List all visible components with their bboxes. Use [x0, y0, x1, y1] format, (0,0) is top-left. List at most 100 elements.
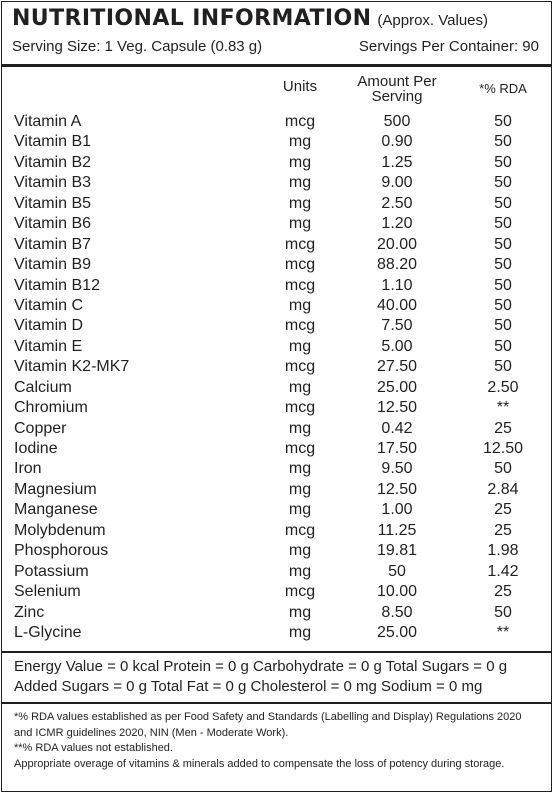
- nutrient-amount: 1.25: [381, 153, 413, 171]
- nutrient-rda: 50: [494, 194, 512, 212]
- nutrient-unit: mg: [288, 296, 312, 314]
- nutrient-rda: 50: [494, 337, 512, 355]
- nutrient-amount: 12.50: [376, 399, 418, 417]
- nutrient-name: Selenium: [14, 583, 81, 601]
- nutrient-amount: 88.20: [376, 256, 418, 274]
- nutrient-amount: 1.20: [381, 215, 413, 233]
- panel-title: NUTRITIONAL INFORMATION: [12, 6, 372, 31]
- nutrient-unit: mg: [288, 460, 312, 478]
- nutrient-rda: 2.50: [487, 378, 519, 396]
- nutrient-name: L-Glycine: [14, 623, 82, 641]
- nutrient-name: Magnesium: [14, 480, 97, 498]
- nutrient-name: Vitamin D: [14, 317, 84, 335]
- nutrient-name: Vitamin B2: [14, 153, 92, 171]
- nutrient-unit: mg: [288, 419, 312, 437]
- nutrient-unit: mcg: [284, 358, 316, 376]
- table-row: Vitamin B2 mg 1.25 50: [2, 153, 551, 173]
- nutrient-amount: 9.00: [381, 174, 413, 192]
- column-header-rda: *% RDA: [479, 81, 527, 96]
- nutrient-amount: 40.00: [376, 296, 418, 314]
- nutrient-unit: mcg: [284, 317, 316, 335]
- table-row: Vitamin B7 mcg 20.00 50: [2, 235, 551, 255]
- nutrient-amount: 0.90: [381, 133, 413, 151]
- nutrient-unit: mg: [288, 337, 312, 355]
- table-row: Vitamin K2-MK7 mcg 27.50 50: [2, 357, 551, 377]
- nutrient-rda: 1.42: [487, 562, 519, 580]
- nutrient-name: Iron: [14, 460, 42, 478]
- nutrient-name: Chromium: [14, 399, 88, 417]
- nutrient-name: Iodine: [14, 440, 58, 457]
- table-row: Vitamin A mcg 500 50: [2, 112, 551, 132]
- table-row: Vitamin C mg 40.00 50: [2, 296, 551, 316]
- overage-note: Appropriate overage of vitamins & minera…: [14, 757, 505, 770]
- serving-info: Serving Size: 1 Veg. Capsule (0.83 g) Se…: [12, 38, 539, 55]
- nutrient-amount: 5.00: [381, 337, 413, 355]
- nutrient-amount: 1.00: [381, 501, 413, 519]
- rda-not-established-note: **% RDA values not established.: [14, 742, 173, 754]
- nutrient-amount: 500: [383, 113, 411, 130]
- table-row: Calcium mg 25.00 2.50: [2, 378, 551, 398]
- nutrient-name: Vitamin B3: [14, 174, 92, 192]
- table-row: Manganese mg 1.00 25: [2, 500, 551, 520]
- nutrient-unit: mcg: [284, 399, 316, 417]
- nutrient-unit: mg: [288, 562, 312, 580]
- nutrient-name: Vitamin B12: [14, 276, 100, 294]
- nutrient-amount: 7.50: [381, 317, 413, 335]
- energy-divider: [2, 702, 551, 704]
- nutrient-name: Vitamin K2-MK7: [14, 358, 130, 376]
- nutrient-rda: 50: [494, 133, 512, 151]
- nutrient-rda: 50: [494, 358, 512, 376]
- header-divider: [2, 64, 551, 67]
- nutrient-unit: mg: [288, 623, 312, 641]
- nutrient-rda: **: [496, 623, 510, 641]
- nutrient-amount: 0.42: [381, 419, 413, 437]
- table-row: Magnesium mg 12.50 2.84: [2, 480, 551, 500]
- table-row: Phosphorous mg 19.81 1.98: [2, 541, 551, 561]
- table-row: Chromium mcg 12.50 **: [2, 398, 551, 418]
- nutrient-rda: 50: [494, 215, 512, 233]
- nutrient-unit: mg: [288, 603, 312, 621]
- rda-footnote-line1: *% RDA values established as per Food Sa…: [14, 711, 522, 723]
- nutrient-name: Copper: [14, 419, 67, 437]
- table-row: Iodine mcg 17.50 12.50: [2, 439, 551, 459]
- nutrient-name: Vitamin C: [14, 296, 84, 314]
- nutrient-rda: 50: [494, 235, 512, 253]
- nutrient-unit: mcg: [284, 276, 316, 294]
- table-divider: [2, 651, 551, 653]
- nutrient-name: Calcium: [14, 378, 72, 396]
- table-row: Vitamin B5 mg 2.50 50: [2, 194, 551, 214]
- nutrient-name: Molybdenum: [14, 521, 106, 539]
- table-row: Selenium mcg 10.00 25: [2, 582, 551, 602]
- table-row: Zinc mg 8.50 50: [2, 603, 551, 623]
- nutrient-rda: 50: [494, 113, 512, 130]
- nutrient-rda: 50: [494, 276, 512, 294]
- nutrient-unit: mg: [288, 542, 312, 560]
- nutrient-unit: mg: [288, 194, 312, 212]
- table-row: Vitamin B6 mg 1.20 50: [2, 214, 551, 234]
- column-header-units: Units: [282, 78, 318, 95]
- nutrient-name: Vitamin B1: [14, 133, 92, 151]
- nutrient-rda: 50: [494, 174, 512, 192]
- table-row: Potassium mg 50 1.42: [2, 562, 551, 582]
- nutrient-rda: 50: [494, 460, 512, 478]
- table-row: L-Glycine mg 25.00 **: [2, 623, 551, 643]
- nutrient-unit: mcg: [284, 235, 316, 253]
- nutrient-name: Potassium: [14, 562, 89, 580]
- amount-header-line2: Serving: [371, 88, 423, 105]
- nutrient-amount: 2.50: [381, 194, 413, 212]
- table-row: Vitamin B12 mcg 1.10 50: [2, 276, 551, 296]
- rda-footnote-line2: and ICMR guidelines 2020, NIN (Men - Mod…: [14, 726, 289, 739]
- nutrient-rda: 25: [494, 583, 512, 601]
- nutrient-name: Zinc: [14, 603, 45, 621]
- table-row: Vitamin E mg 5.00 50: [2, 337, 551, 357]
- column-header-amount: Amount Per Serving: [347, 74, 447, 104]
- nutrient-rda: 50: [494, 256, 512, 274]
- nutrient-name: Vitamin A: [14, 113, 82, 130]
- nutrient-unit: mg: [288, 378, 312, 396]
- table-row: Copper mg 0.42 25: [2, 419, 551, 439]
- nutrient-rda: 25: [494, 501, 512, 519]
- nutrient-unit: mcg: [284, 256, 316, 274]
- nutrient-rda: 12.50: [482, 440, 524, 457]
- nutrient-amount: 17.50: [376, 440, 418, 457]
